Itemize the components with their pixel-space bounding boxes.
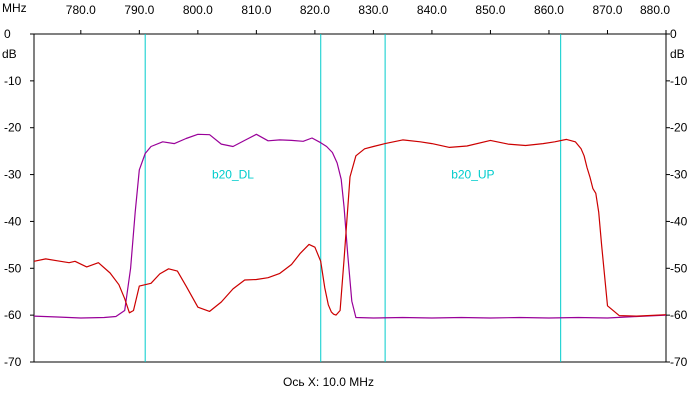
band-label-1: b20_UP — [451, 168, 494, 182]
x-tick-label-3: 810.0 — [241, 3, 271, 17]
y-axis-ticks-right: 0 -10 -20 -30 -40 -50 -60 -70 — [666, 27, 688, 369]
series-lines — [33, 133, 667, 319]
x-tick-label-4: 820.0 — [300, 3, 330, 17]
band-labels: b20_DL b20_UP — [212, 168, 495, 182]
y-unit-label-right: dB — [670, 47, 685, 61]
y-tick-label-right-0: 0 — [670, 27, 677, 41]
y-tick-label-left-7: -70 — [4, 355, 22, 369]
band-label-0: b20_DL — [212, 168, 254, 182]
x-axis-ticks: 780.0 790.0 800.0 810.0 820.0 830.0 840.0 850.0… — [66, 3, 670, 34]
series-line-1 — [33, 138, 667, 317]
y-tick-label-right-6: -60 — [670, 308, 688, 322]
y-tick-label-right-7: -70 — [670, 355, 688, 369]
y-tick-label-right-4: -40 — [670, 214, 688, 228]
x-tick-label-0: 780.0 — [66, 3, 96, 17]
y-tick-label-left-5: -50 — [4, 261, 22, 275]
y-tick-label-right-5: -50 — [670, 261, 688, 275]
x-tick-label-2: 800.0 — [183, 3, 213, 17]
y-tick-label-left-6: -60 — [4, 308, 22, 322]
x-tick-label-8: 860.0 — [534, 3, 564, 17]
x-tick-label-1: 790.0 — [124, 3, 154, 17]
y-tick-label-right-2: -20 — [670, 121, 688, 135]
x-tick-label-9: 870.0 — [592, 3, 622, 17]
y-tick-label-right-3: -30 — [670, 168, 688, 182]
y-axis-ticks-left: 0 -10 -20 -30 -40 -50 -60 -70 — [4, 27, 34, 369]
y-tick-label-left-1: -10 — [4, 74, 22, 88]
frequency-markers — [144, 34, 562, 362]
y-tick-label-left-4: -40 — [4, 214, 22, 228]
y-tick-label-left-3: -30 — [4, 168, 22, 182]
x-unit-label: MHz — [2, 1, 27, 15]
y-tick-label-left-2: -20 — [4, 121, 22, 135]
series-line-0 — [33, 133, 667, 319]
x-tick-label-7: 850.0 — [475, 3, 505, 17]
y-unit-label-left: dB — [2, 47, 17, 61]
y-tick-label-left-0: 0 — [4, 27, 11, 41]
x-tick-label-6: 840.0 — [417, 3, 447, 17]
y-tick-label-right-1: -10 — [670, 74, 688, 88]
x-tick-label-5: 830.0 — [358, 3, 388, 17]
x-axis-label: Ось X: 10.0 MHz — [283, 375, 374, 389]
x-tick-label-10: 880.0 — [640, 3, 670, 17]
